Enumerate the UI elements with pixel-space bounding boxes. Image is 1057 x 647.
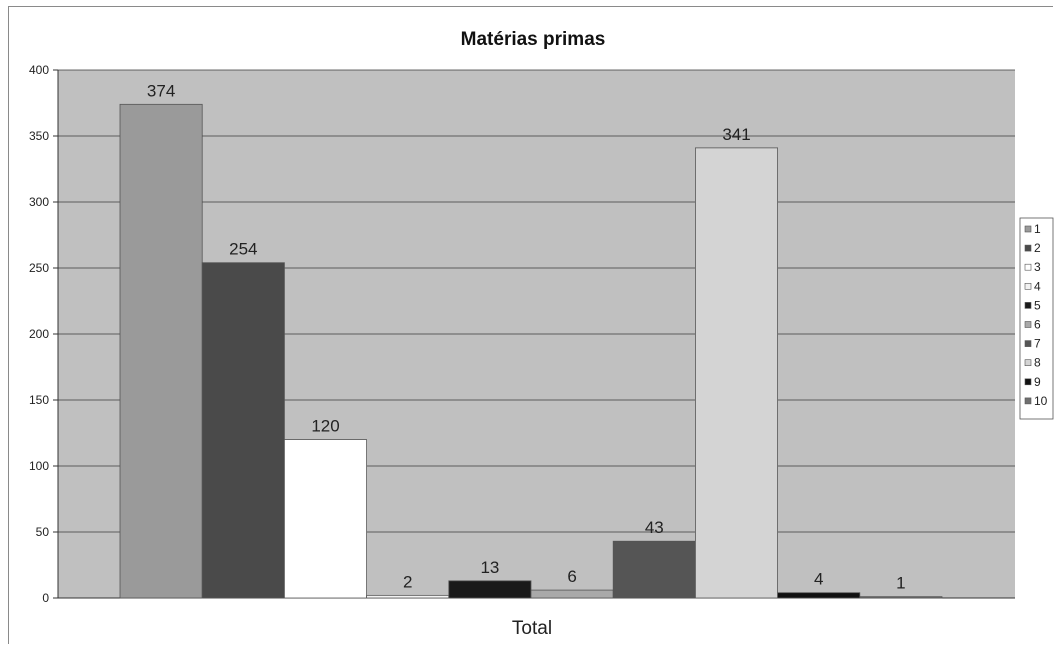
bar-series-3 (283, 439, 367, 599)
bar-series-10 (859, 596, 943, 599)
legend-label-3: 3 (1034, 260, 1041, 274)
y-axis: 0 50 100 150 200 250 300 350 400 (29, 63, 1015, 605)
y-tick-label: 200 (29, 327, 49, 341)
y-tick-label: 300 (29, 195, 49, 209)
data-label-series-3: 120 (311, 417, 339, 436)
legend-swatch-3 (1024, 263, 1032, 271)
y-tick-label: 150 (29, 393, 49, 407)
y-tick-label: 250 (29, 261, 49, 275)
legend-label-10: 10 (1034, 394, 1048, 408)
legend-swatch-5 (1024, 302, 1032, 309)
y-tick-label: 400 (29, 63, 49, 77)
data-label-series-8: 341 (722, 125, 750, 144)
data-label-series-2: 254 (229, 240, 257, 259)
legend-swatch-4 (1024, 282, 1032, 290)
legend-label-8: 8 (1034, 356, 1041, 370)
bar-series-4 (366, 594, 450, 599)
legend-swatch-9 (1024, 378, 1032, 386)
legend-label-7: 7 (1034, 337, 1041, 351)
bars (119, 103, 943, 599)
data-label-series-7: 43 (645, 518, 664, 537)
y-tick-label: 350 (29, 129, 49, 143)
legend-label-1: 1 (1034, 222, 1041, 236)
bar-series-5 (448, 580, 532, 599)
data-label-series-10: 1 (896, 574, 905, 593)
bar-series-7 (612, 540, 696, 599)
legend-label-5: 5 (1034, 298, 1041, 312)
bar-series-8 (695, 147, 779, 599)
gridlines (58, 69, 1015, 533)
bar-series-9 (777, 592, 861, 599)
chart-frame (8, 6, 1053, 644)
y-tick-label: 0 (42, 591, 49, 605)
bar-series-6 (530, 589, 614, 599)
legend-swatch-8 (1024, 359, 1032, 367)
legend-label-2: 2 (1034, 241, 1041, 255)
chart-title: Matérias primas (461, 29, 606, 50)
data-label-series-5: 13 (480, 558, 499, 577)
data-label-series-9: 4 (814, 570, 823, 589)
legend-label-9: 9 (1034, 375, 1041, 389)
legend-label-4: 4 (1034, 279, 1041, 293)
data-label-series-6: 6 (567, 567, 576, 586)
legend-swatch-1 (1024, 225, 1032, 233)
data-label-series-1: 374 (147, 81, 175, 100)
x-category-label: Total (512, 618, 552, 639)
bar-series-1 (119, 103, 203, 599)
data-label-series-4: 2 (403, 572, 412, 591)
legend-swatch-10 (1024, 397, 1032, 405)
data-labels: 374 254 120 2 13 6 43 341 4 1 (147, 81, 906, 592)
y-tick-label: 100 (29, 459, 49, 473)
legend-box (1019, 217, 1054, 420)
legend-swatch-6 (1024, 321, 1032, 328)
legend-swatch-2 (1024, 244, 1032, 252)
legend-swatch-7 (1024, 340, 1032, 347)
legend: 1 2 3 4 5 6 7 8 9 10 (1019, 217, 1054, 420)
legend-label-6: 6 (1034, 318, 1041, 332)
y-tick-label: 50 (36, 525, 50, 539)
bar-series-2 (201, 262, 285, 599)
